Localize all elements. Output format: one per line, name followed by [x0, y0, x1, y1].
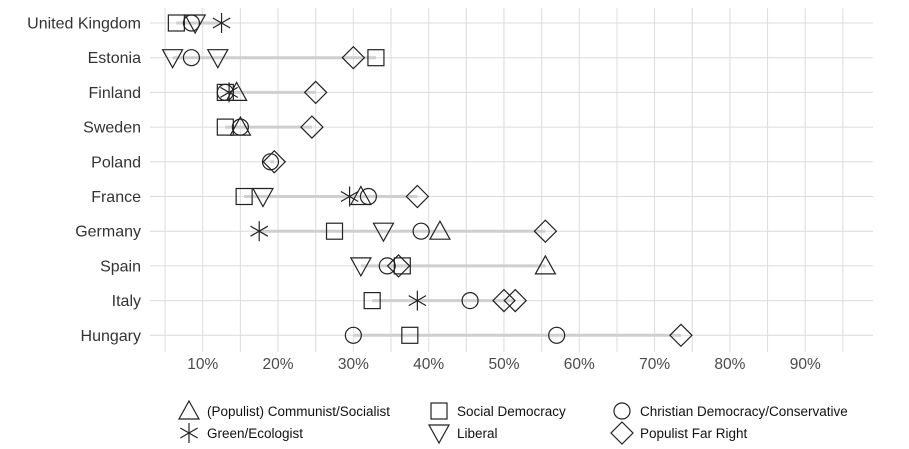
x-tick-label: 60%	[564, 356, 595, 373]
legend-label: Social Democracy	[457, 404, 566, 419]
point-square-italy	[363, 292, 381, 310]
point-triangle-down-spain	[349, 257, 372, 278]
legend-marker-triangle-down	[427, 424, 451, 445]
country-labels: United Kingdom Estonia Finland Sweden Poland…	[27, 16, 141, 345]
x-tick-label: 50%	[488, 356, 519, 373]
point-circle-hungary	[344, 326, 362, 344]
point-circle-hungary	[548, 326, 566, 344]
point-diamond-poland	[262, 149, 287, 174]
x-tick-label: 30%	[338, 356, 369, 373]
point-asterisk-united-kingdom	[212, 13, 231, 33]
legend-label: (Populist) Communist/Socialist	[207, 404, 390, 419]
y-tick-label: Estonia	[88, 50, 141, 67]
y-tick-label: United Kingdom	[27, 16, 141, 33]
point-square-hungary	[401, 326, 419, 344]
grid	[150, 8, 873, 352]
point-square-united-kingdom	[167, 14, 185, 32]
point-asterisk-france	[340, 186, 359, 207]
point-triangle-up-germany	[428, 219, 451, 240]
point-diamond-germany	[533, 219, 558, 244]
point-triangle-down-estonia	[206, 49, 229, 69]
point-diamond-italy	[492, 288, 516, 313]
legend-label: Green/Ecologist	[207, 426, 303, 441]
point-circle-spain	[378, 257, 396, 275]
point-asterisk-italy	[408, 290, 427, 311]
y-tick-label: Spain	[100, 258, 141, 275]
legend-label: Christian Democracy/Conservative	[640, 404, 848, 419]
point-square-germany	[325, 222, 344, 240]
y-tick-label: France	[91, 189, 141, 206]
point-circle-france	[359, 187, 378, 206]
x-tick-label: 80%	[714, 356, 745, 373]
x-tick-labels: 10% 20% 30% 40% 50% 60% 70% 80% 90%	[187, 356, 821, 373]
point-asterisk-germany	[250, 221, 269, 242]
y-tick-label: Hungary	[81, 328, 141, 345]
point-triangle-down-united-kingdom	[184, 14, 207, 35]
point-diamond-sweden	[300, 115, 324, 139]
point-asterisk-finland	[220, 82, 239, 103]
point-circle-sweden	[231, 118, 249, 136]
legend-item-liberal: Liberal	[427, 424, 498, 445]
legend-marker-asterisk	[180, 423, 198, 443]
data-markers	[161, 13, 693, 348]
point-circle-estonia	[182, 49, 201, 67]
x-tick-label: 10%	[187, 356, 218, 373]
legend-item-populist-far-right: Populist Far Right	[610, 421, 748, 445]
legend-item-green-ecologist: Green/Ecologist	[180, 423, 303, 443]
point-square-estonia	[367, 49, 385, 67]
point-triangle-up-france	[349, 185, 372, 206]
point-triangle-down-estonia	[161, 49, 184, 69]
y-tick-label: Poland	[91, 154, 141, 171]
x-tick-label: 90%	[790, 356, 821, 373]
legend-item-social-democracy: Social Democracy	[430, 402, 566, 420]
legend: (Populist) Communist/Socialist Social Dem…	[177, 399, 848, 445]
range-lines	[172, 21, 681, 337]
point-circle-finland	[216, 83, 234, 102]
point-circle-italy	[461, 292, 479, 310]
legend-item-christian-democracy-conservative: Christian Democracy/Conservative	[613, 402, 848, 420]
point-circle-germany	[412, 222, 430, 240]
point-diamond-spain	[386, 254, 411, 278]
legend-label: Populist Far Right	[640, 426, 748, 441]
legend-marker-triangle-up	[177, 399, 201, 420]
point-triangle-down-france	[251, 187, 274, 208]
legend-label: Liberal	[457, 426, 498, 441]
point-diamond-italy	[503, 288, 528, 313]
x-tick-label: 40%	[413, 356, 444, 373]
point-triangle-up-spain	[534, 254, 557, 275]
legend-marker-square	[430, 402, 448, 420]
legend-marker-circle	[613, 402, 631, 420]
x-tick-label: 20%	[263, 356, 294, 373]
legend-item-populist-communist-socialist: (Populist) Communist/Socialist	[177, 399, 390, 420]
point-diamond-estonia	[341, 45, 366, 70]
y-tick-label: Sweden	[83, 120, 141, 137]
point-diamond-finland	[303, 80, 328, 105]
point-diamond-france	[405, 184, 430, 209]
y-tick-label: Finland	[89, 85, 141, 102]
y-tick-label: Germany	[75, 224, 141, 241]
legend-marker-diamond	[610, 421, 634, 445]
y-tick-label: Italy	[112, 293, 141, 310]
x-tick-label: 70%	[639, 356, 670, 373]
point-square-france	[235, 187, 253, 206]
point-square-sweden	[216, 118, 234, 136]
point-triangle-down-germany	[372, 222, 395, 243]
point-diamond-hungary	[669, 323, 693, 348]
